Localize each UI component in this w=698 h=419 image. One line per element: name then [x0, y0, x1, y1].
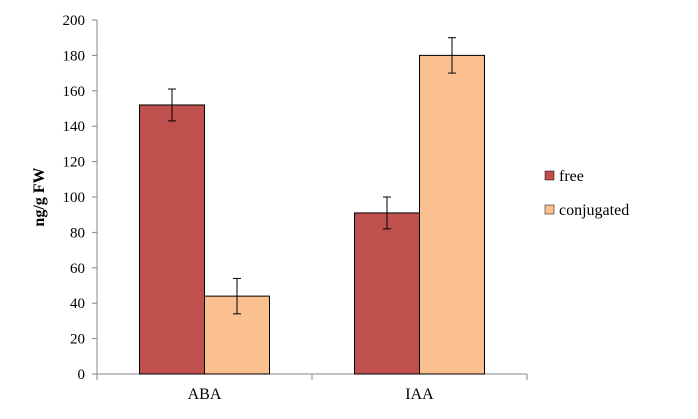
bar-conjugated-IAA	[419, 54, 485, 375]
y-tick-label: 60	[70, 261, 85, 277]
legend-label-free: free	[559, 168, 584, 185]
y-tick-label: 40	[70, 296, 85, 312]
y-tick-label: 180	[63, 48, 86, 64]
y-tick-label: 120	[63, 155, 86, 171]
y-tick-label: 160	[63, 84, 86, 100]
x-category-label: IAA	[405, 386, 434, 403]
plot-area: 0 20 40 60 80 100 120 140 160 180 200 ABA IAA	[63, 13, 528, 403]
x-category-label: ABA	[188, 386, 222, 403]
bar-free-IAA	[354, 212, 420, 375]
legend-swatch-conjugated	[544, 204, 555, 215]
y-tick-label: 20	[70, 332, 85, 348]
legend-swatch-free	[544, 170, 555, 181]
y-tick-label: 100	[63, 190, 86, 206]
y-axis-label: ng/g FW	[31, 167, 48, 226]
legend: free conjugated	[544, 168, 629, 219]
bar-free-ABA	[139, 104, 205, 375]
legend-label-conjugated: conjugated	[559, 202, 629, 219]
y-tick-label: 200	[63, 13, 86, 29]
y-tick-label: 0	[78, 367, 86, 383]
y-tick-label: 140	[63, 119, 86, 135]
y-tick-label: 80	[70, 225, 85, 241]
